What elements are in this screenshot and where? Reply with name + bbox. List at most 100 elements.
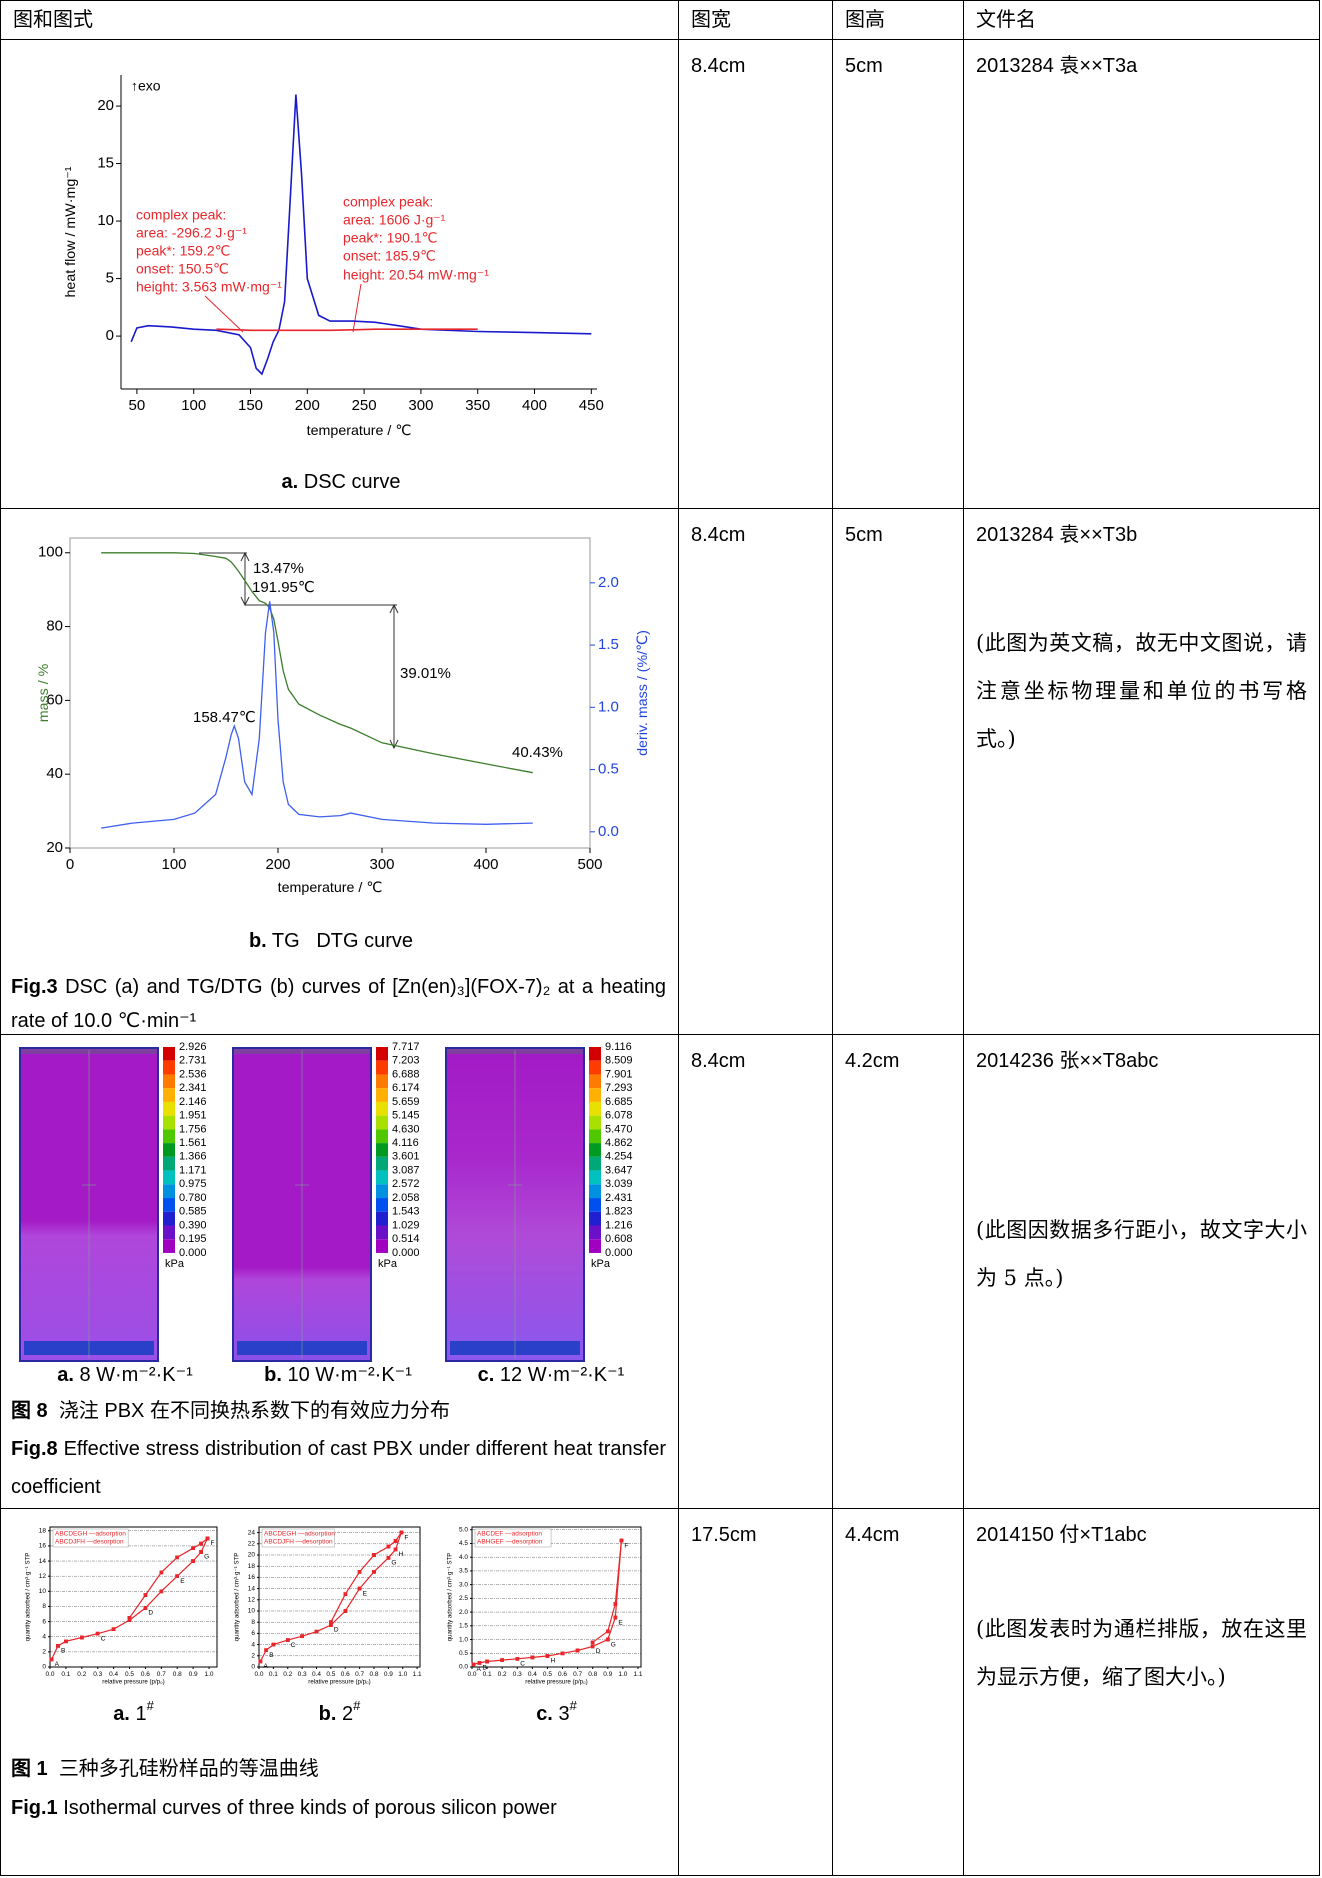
file-cell: 2013284 袁××T3b(此图为英文稿，故无中文图说，请注意坐标物理量和单位… [964,509,1319,1034]
annotation-group: 13.47% 191.95℃ 39.01% 158.47℃ 40.43% [193,560,563,761]
caption-text: DSC (a) and TG/DTG (b) curves of [Zn(en)… [11,976,666,1032]
width-cell: 8.4cm [679,1035,832,1508]
colorbar-swatch [163,1129,175,1143]
annotation: 39.01% [400,665,451,682]
point-label: B [269,1652,273,1659]
x-tick-label: 0.5 [125,1671,134,1678]
panel-caption: b. 10 W·m⁻²·K⁻¹ [264,1364,412,1385]
point-label: D [596,1648,601,1655]
x-tick-label: 0.2 [498,1671,507,1678]
x-axis-label: relative pressure (p/p₀) [308,1679,370,1686]
x-tick-label: 0.6 [558,1671,567,1678]
colorbar-swatch [376,1239,388,1253]
colorbar-swatch [376,1047,388,1061]
figure-cell: ↑exo complex peak: area: -296.2 J·g⁻¹ pe… [1,40,678,508]
colorbar-swatch [376,1116,388,1130]
colorbar-label: 1.366 [179,1151,207,1163]
point-label: A [477,1666,482,1673]
annotation: height: 20.54 mW·mg⁻¹ [343,267,489,283]
colorbar-swatch [589,1198,601,1212]
caption-sup: # [570,1698,578,1713]
point-label: C [101,1635,106,1642]
leader-line [205,296,243,332]
x-tick-label: 450 [579,397,604,414]
width-cell: 17.5cm [679,1509,832,1875]
y-tick-label: 4 [251,1641,255,1648]
colorbar-label: 5.145 [392,1110,420,1122]
colorbar-label: 0.514 [392,1233,420,1245]
caption-label: a. [57,1364,74,1385]
colorbar-swatch [163,1184,175,1198]
colorbar-swatch [376,1212,388,1226]
y-tick-label: 20 [97,97,114,114]
colorbar-label: 3.647 [605,1164,633,1176]
colorbar-label: 3.601 [392,1151,420,1163]
x-tick-label: 0.7 [157,1671,166,1678]
colorbar-label: 9.116 [605,1041,632,1053]
y-tick-label: 16 [39,1543,47,1550]
y-tick-label: 2.0 [459,1609,468,1616]
header-cell: 图高 [833,1,963,39]
y-tick-label: 2 [42,1649,46,1656]
file-name: 2014150 付×T1abc [976,1511,1307,1559]
point-label: A [55,1661,60,1668]
annotation: peak*: 159.2℃ [136,243,230,259]
y-tick-label: 15 [97,155,114,172]
y-tick-label: 14 [39,1558,47,1565]
data-line [101,553,533,773]
x-tick-label: 100 [161,856,186,873]
y-tick-label: 0 [251,1664,255,1671]
width-cell: 8.4cm [679,509,832,1034]
colorbar-label: 3.039 [605,1178,633,1190]
colorbar-swatch [376,1171,388,1185]
y-tick-label: 10 [97,212,114,229]
colorbar-label: 0.780 [179,1192,207,1204]
point-label: G [611,1641,616,1648]
point-label: B [483,1665,487,1672]
panel-caption: b. 2# [319,1698,361,1725]
x-tick-label: 250 [352,397,377,414]
header-cell: 图宽 [679,1,832,39]
point-label: E [180,1578,185,1585]
fig-caption: Fig.8 Effective stress distribution of c… [11,1430,666,1506]
point-label: F [210,1540,214,1547]
colorbar-swatch [589,1074,601,1088]
point-label: G [391,1560,396,1567]
x-axis-label: temperature / ℃ [278,880,383,896]
y-tick-label: 6 [251,1630,255,1637]
colorbar-label: 2.572 [392,1178,420,1190]
x-tick-label: 1.0 [398,1671,407,1678]
table: 图和图式 图宽 图高 文件名 ↑exo complex peak: area: … [0,0,1320,1876]
caption-text: 三种多孔硅粉样品的等温曲线 [59,1758,319,1780]
height-cell: 5cm [833,40,963,508]
y-tick-label: 0.5 [459,1650,468,1657]
header-cell: 图和图式 [1,1,678,39]
x-tick-label: 0.9 [384,1671,393,1678]
panel-caption: c. 3# [536,1698,577,1725]
figure-caption: b. TG DTG curve [249,930,413,952]
colorbar-swatch [589,1239,601,1253]
colorbar-label: 7.293 [605,1082,633,1094]
point-label: F [404,1534,408,1541]
colorbar-label: 7.901 [605,1068,633,1080]
tg-chart: 13.47% 191.95℃ 39.01% 158.47℃ 40.43% b. … [1,509,678,1034]
y-tick-label: 1.0 [459,1636,468,1643]
colorbar-label: 7.203 [392,1055,420,1067]
y-tick-label: 24 [248,1529,256,1536]
legend-entry: ABCDEGH —adsorption [264,1531,335,1538]
colorbar-label: 1.756 [179,1123,207,1135]
colorbar-swatch [376,1061,388,1075]
y-tick-label: 14 [248,1585,256,1592]
y-tick-label: 5.0 [459,1526,468,1533]
annotation: area: -296.2 J·g⁻¹ [136,225,247,241]
y-tick-label: 0 [106,327,114,344]
y-tick-label: 18 [248,1563,256,1570]
annotation: complex peak: [136,207,226,223]
colorbar-label: 5.470 [605,1123,633,1135]
x-tick-label: 1.1 [413,1671,422,1678]
x-tick-label: 400 [473,856,498,873]
colorbar-label: 0.390 [179,1219,207,1231]
caption-sup: # [147,1698,155,1713]
x-tick-label: 350 [465,397,490,414]
colorbar-swatch [163,1088,175,1102]
